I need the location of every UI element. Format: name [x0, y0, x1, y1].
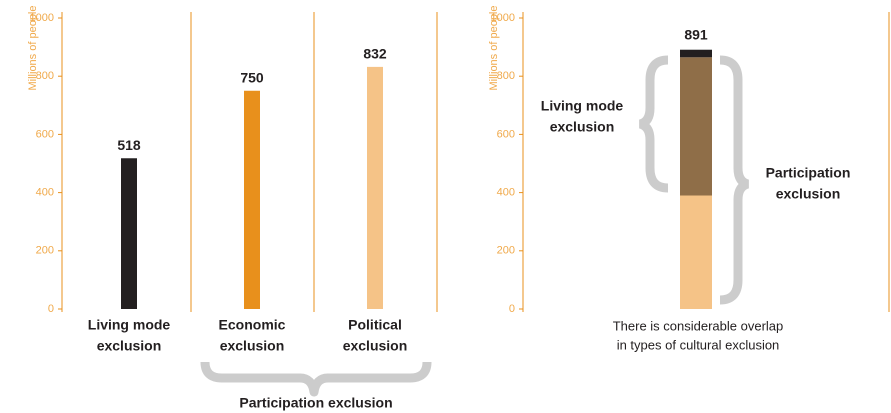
y-tick-label: 600: [497, 128, 515, 140]
y-tick-label: 0: [48, 303, 54, 315]
value-label: 832: [363, 46, 387, 62]
bar-segment: [680, 49, 712, 58]
y-tick-label: 400: [497, 187, 515, 199]
annotation: Participation: [766, 165, 851, 181]
bar: [367, 66, 383, 309]
y-tick-label: 200: [36, 245, 54, 257]
annotation: exclusion: [550, 119, 615, 135]
y-axis-label: Millions of people: [488, 6, 500, 91]
value-label: 518: [117, 137, 141, 153]
x-tick-label: exclusion: [220, 338, 285, 354]
bar: [121, 158, 137, 309]
y-tick-label: 800: [36, 70, 54, 82]
brace: [719, 55, 750, 305]
y-tick-label: 0: [509, 303, 515, 315]
annotation: exclusion: [776, 186, 841, 202]
x-tick-label: Living mode: [88, 317, 171, 333]
bar-segment: [680, 57, 712, 196]
brace: [638, 55, 669, 193]
x-tick-label: Economic: [219, 317, 286, 333]
x-tick-label: Political: [348, 317, 402, 333]
y-tick-label: 800: [497, 70, 515, 82]
brace: [200, 361, 432, 397]
y-tick-label: 200: [497, 245, 515, 257]
annotation: Participation exclusion: [239, 395, 392, 411]
bar: [244, 90, 260, 309]
x-tick-label: exclusion: [97, 338, 162, 354]
x-tick-label: exclusion: [343, 338, 408, 354]
y-tick-label: 1000: [491, 12, 515, 24]
caption: There is considerable overlap: [613, 318, 784, 333]
annotation: Living mode: [541, 98, 624, 114]
y-tick-label: 400: [36, 187, 54, 199]
value-label: 750: [240, 69, 264, 85]
caption: in types of cultural exclusion: [617, 337, 780, 352]
y-axis-label: Millions of people: [27, 6, 39, 91]
y-tick-label: 1000: [30, 12, 54, 24]
y-tick-label: 600: [36, 128, 54, 140]
bar-segment: [680, 195, 712, 309]
total-label: 891: [684, 26, 708, 42]
